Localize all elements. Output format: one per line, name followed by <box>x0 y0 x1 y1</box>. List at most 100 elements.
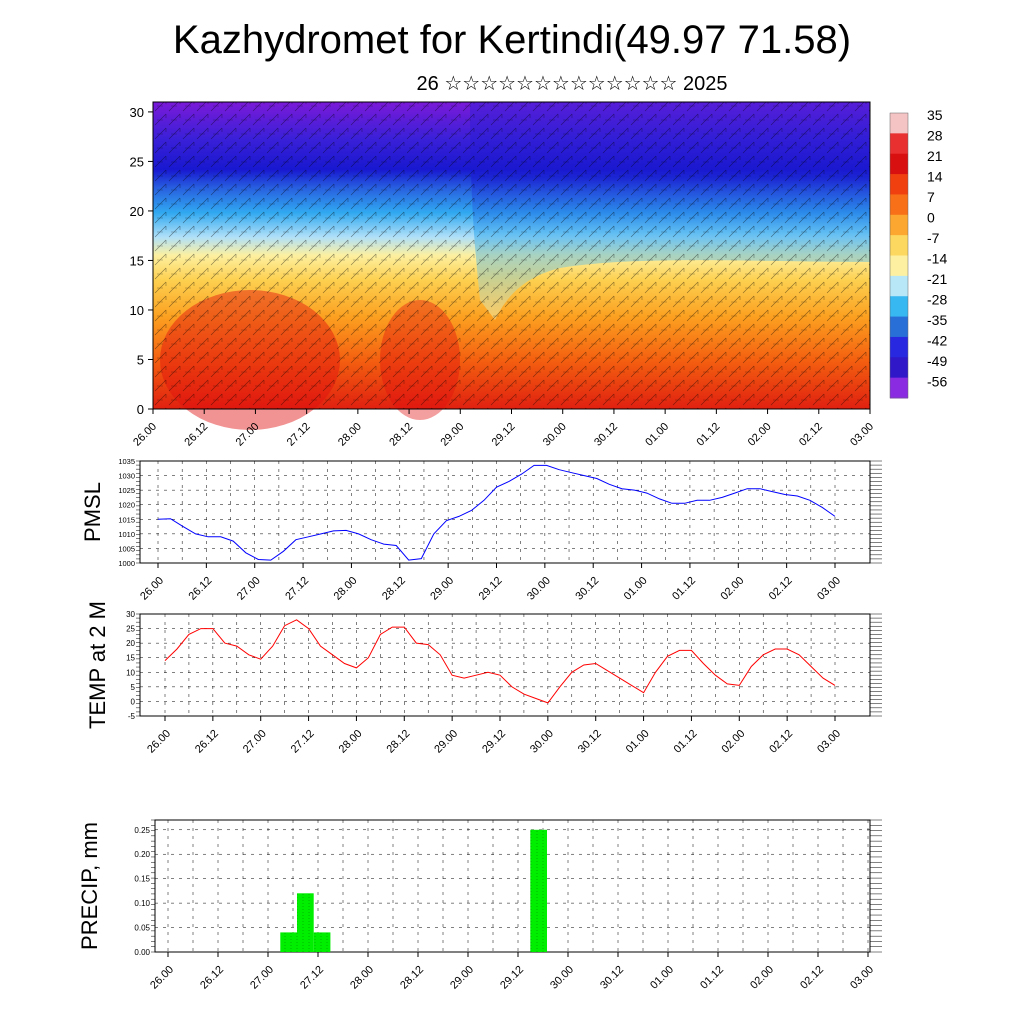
x-tick-label: 29.12 <box>498 964 526 992</box>
temp-series-line <box>164 619 836 704</box>
x-tick-label: 26.12 <box>193 728 221 756</box>
x-tick-label: 27.12 <box>285 421 313 449</box>
colorbar-label: -42 <box>927 333 947 349</box>
x-tick-label: 28.00 <box>337 728 365 756</box>
x-tick-label: 26.00 <box>148 964 176 992</box>
x-tick-label: 02.00 <box>719 728 747 756</box>
x-tick-label: 27.00 <box>248 964 276 992</box>
x-tick-label: 26.00 <box>131 421 159 449</box>
colorbar-swatch <box>890 113 908 134</box>
pmsl-panel-ylabel: PMSL <box>80 482 105 542</box>
colorbar-label: -35 <box>927 312 947 328</box>
x-tick-label: 26.12 <box>182 421 210 449</box>
y-tick-label: 1035 <box>118 457 135 466</box>
colorbar-label: -28 <box>927 292 947 308</box>
colorbar-label: 21 <box>927 148 943 164</box>
y-tick-label: 10 <box>126 668 135 677</box>
x-tick-label: 27.00 <box>235 575 263 603</box>
x-tick-label: 30.00 <box>548 964 576 992</box>
x-tick-label: 28.00 <box>348 964 376 992</box>
x-tick-label: 02.12 <box>797 421 825 449</box>
temp-panel-ylabel: TEMP at 2 M <box>85 601 110 729</box>
chart-title: Kazhydromet for Kertindi(49.97 71.58) <box>172 18 852 62</box>
y-tick-label: 0.05 <box>134 924 150 933</box>
x-tick-label: 28.00 <box>336 421 364 449</box>
colorbar-label: -21 <box>927 271 947 287</box>
temp-panel-frame <box>139 613 871 717</box>
y-tick-label: 5 <box>137 352 144 367</box>
x-tick-label: 30.00 <box>525 575 553 603</box>
x-tick-label: 01.00 <box>643 421 671 449</box>
y-tick-label: 30 <box>126 610 135 619</box>
x-tick-label: 28.00 <box>332 575 360 603</box>
y-tick-label: 1010 <box>118 530 135 539</box>
colorbar-frame <box>889 112 909 399</box>
x-tick-label: 29.12 <box>480 728 508 756</box>
colorbar-label: 14 <box>927 169 943 185</box>
x-tick-label: 30.12 <box>598 964 626 992</box>
y-tick-label: 20 <box>126 639 135 648</box>
colorbar-swatch <box>890 174 908 195</box>
y-tick-label: 0 <box>137 402 144 417</box>
colorbar-swatch <box>890 296 908 318</box>
y-tick-label: 0.15 <box>134 875 150 884</box>
x-tick-label: 30.00 <box>541 421 569 449</box>
x-tick-label: 30.12 <box>573 575 601 603</box>
x-tick-label: 27.12 <box>283 575 311 603</box>
x-tick-label: 28.12 <box>384 728 412 756</box>
wind-barbs <box>153 102 870 409</box>
x-tick-label: 01.12 <box>672 728 700 756</box>
colorbar-swatch <box>890 377 908 399</box>
colorbar-swatch <box>890 336 908 358</box>
x-tick-label: 01.00 <box>624 728 652 756</box>
x-tick-label: 29.12 <box>477 575 505 603</box>
y-tick-label: 20 <box>130 204 144 219</box>
x-tick-label: 29.12 <box>490 421 518 449</box>
y-tick-label: 0 <box>131 697 136 706</box>
colorbar-label: 7 <box>927 189 935 205</box>
x-tick-label: 26.00 <box>138 575 166 603</box>
x-tick-label: 27.12 <box>298 964 326 992</box>
x-tick-label: 28.12 <box>380 575 408 603</box>
x-tick-label: 28.12 <box>387 421 415 449</box>
x-tick-label: 30.12 <box>592 421 620 449</box>
x-tick-label: 29.00 <box>438 421 466 449</box>
colorbar-swatch <box>890 214 908 236</box>
x-tick-label: 01.12 <box>670 575 698 603</box>
y-tick-label: 1005 <box>118 544 135 553</box>
precip-panel-ylabel: PRECIP, mm <box>77 822 102 950</box>
colorbar-swatch <box>890 194 908 216</box>
colorbar-swatch <box>890 357 908 379</box>
x-tick-label: 03.00 <box>848 964 876 992</box>
x-tick-label: 02.12 <box>767 575 795 603</box>
x-tick-label: 29.00 <box>428 575 456 603</box>
pmsl-panel-frame <box>139 460 871 564</box>
chart-subtitle: 26 ☆☆☆☆☆☆☆☆☆☆☆☆☆ 2025 <box>416 73 728 95</box>
x-tick-label: 30.12 <box>576 728 604 756</box>
x-tick-label: 26.00 <box>145 728 173 756</box>
colorbar-swatch <box>890 153 908 175</box>
y-tick-label: 1030 <box>118 472 135 481</box>
pmsl-series-line <box>157 464 836 561</box>
colorbar-label: -56 <box>927 374 947 390</box>
y-tick-label: 15 <box>130 253 144 268</box>
y-tick-label: 5 <box>131 683 136 692</box>
colorbar-label: -7 <box>927 230 940 246</box>
colorbar-swatch <box>890 235 908 256</box>
y-tick-label: -5 <box>128 712 136 721</box>
x-tick-label: 01.12 <box>695 421 723 449</box>
x-tick-label: 29.00 <box>432 728 460 756</box>
y-tick-label: 0.10 <box>134 899 150 908</box>
x-tick-label: 02.00 <box>746 421 774 449</box>
colorbar-swatch <box>890 316 908 338</box>
x-tick-label: 30.00 <box>528 728 556 756</box>
colorbar-label: 28 <box>927 128 943 144</box>
colorbar-swatch <box>890 255 908 277</box>
y-tick-label: 1020 <box>118 501 135 510</box>
x-tick-label: 29.00 <box>448 964 476 992</box>
colorbar-label: -14 <box>927 251 947 267</box>
x-tick-label: 02.00 <box>748 964 776 992</box>
precip-bar-hatch <box>297 893 314 952</box>
x-tick-label: 02.00 <box>718 575 746 603</box>
